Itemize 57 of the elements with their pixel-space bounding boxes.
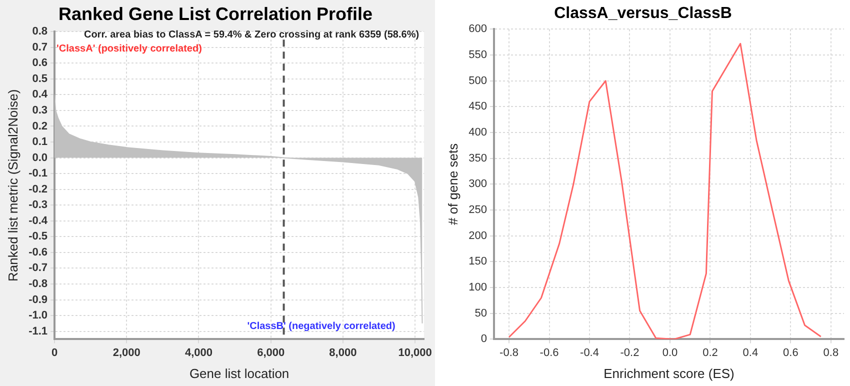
y-tick-label: 0.2 [32, 120, 48, 132]
y-tick-label: 0.6 [32, 57, 48, 70]
y-tick-label: 0.1 [32, 136, 48, 148]
y-tick-label: -0.6 [28, 246, 48, 258]
y-tick-label: -1.1 [28, 325, 48, 338]
x-tick-label: 0.0 [662, 346, 678, 359]
annotation: 'ClassA' (positively correlated) [56, 44, 202, 55]
annotation: 'ClassB' (negatively correlated) [247, 321, 396, 332]
y-tick-label: -0.4 [28, 214, 48, 227]
y-tick-label: 0.4 [32, 88, 48, 101]
x-axis-title: Enrichment score (ES) [604, 366, 734, 381]
y-tick-label: -0.8 [28, 278, 48, 290]
y-tick-label: -0.9 [28, 294, 48, 306]
x-tick-label: 0 [51, 346, 58, 359]
y-tick-label: 0.8 [32, 26, 48, 38]
annotation: Corr. area bias to ClassA = 59.4% & Zero crossing at rank 6359 (58.6%) [84, 30, 420, 41]
y-tick-label: 550 [468, 49, 487, 62]
y-tick-label: 50 [474, 307, 487, 320]
x-axis-title: Gene list location [189, 366, 290, 381]
y-axis-title: Ranked list metric (Signal2Noise) [5, 89, 20, 282]
x-tick-label: 6,000 [257, 346, 285, 359]
y-tick-label: 500 [468, 74, 487, 87]
x-tick-label: 2,000 [112, 346, 140, 359]
y-tick-label: -1.0 [28, 310, 48, 322]
x-tick-label: -0.8 [500, 346, 519, 359]
x-tick-label: 0.4 [742, 346, 758, 359]
y-tick-label: 200 [468, 230, 487, 242]
y-tick-label: 400 [468, 126, 487, 139]
x-tick-label: 8,000 [329, 346, 357, 359]
chart-title: Ranked Gene List Correlation Profile [58, 4, 373, 24]
y-tick-label: -0.7 [28, 262, 48, 274]
x-tick-label: 0.2 [702, 346, 718, 359]
y-tick-label: 0.0 [32, 152, 48, 164]
x-tick-label: -0.2 [620, 346, 640, 359]
x-tick-label: 0.6 [783, 346, 798, 359]
y-tick-label: -0.1 [28, 168, 48, 180]
y-tick-label: -0.2 [28, 183, 48, 196]
y-tick-label: 0.7 [32, 41, 48, 54]
y-axis-title: # of gene sets [445, 142, 460, 226]
y-tick-label: 600 [468, 23, 487, 36]
y-tick-label: 0.5 [32, 72, 48, 85]
x-tick-label: 4,000 [184, 346, 213, 359]
y-tick-label: 0.3 [32, 104, 48, 117]
y-tick-label: 150 [468, 256, 487, 268]
y-tick-label: 100 [468, 282, 487, 294]
x-tick-label: -0.4 [580, 346, 599, 359]
y-tick-label: -0.3 [28, 199, 48, 212]
y-tick-label: 300 [468, 178, 487, 190]
y-tick-label: 0 [480, 333, 487, 346]
x-tick-label: 10,000 [398, 346, 432, 359]
x-tick-label: -0.6 [540, 346, 559, 359]
chart-title: ClassA_versus_ClassB [554, 5, 732, 22]
y-tick-label: -0.5 [28, 230, 48, 243]
x-tick-label: 0.8 [823, 346, 839, 359]
y-tick-label: 250 [468, 204, 487, 216]
y-tick-label: 450 [468, 100, 487, 113]
y-tick-label: 350 [468, 152, 487, 164]
